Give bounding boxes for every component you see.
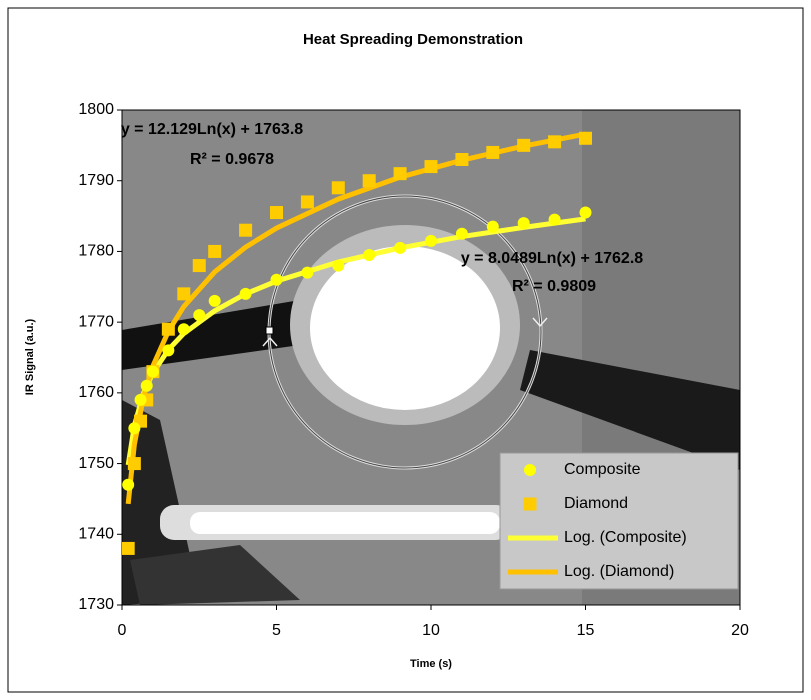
point (208, 244, 222, 258)
y-tick-label: 1730 (78, 596, 114, 613)
legend-label: Log. (Composite) (564, 529, 687, 546)
overlay-marker (265, 326, 274, 335)
plot-marks (122, 131, 592, 555)
legend-swatch (523, 497, 537, 511)
legend-label: Diamond (564, 495, 628, 512)
trend-equation: R² = 0.9809 (512, 278, 596, 295)
point (128, 422, 141, 435)
point (146, 365, 159, 378)
point (177, 323, 190, 336)
legend-swatch (524, 464, 536, 476)
point (517, 138, 531, 152)
y-tick-label: 1740 (78, 526, 114, 543)
point (548, 135, 562, 149)
point (331, 181, 345, 195)
point (192, 259, 206, 273)
point (362, 174, 376, 188)
point (193, 309, 206, 322)
point (122, 541, 135, 555)
x-tick-label: 20 (731, 622, 749, 639)
point (177, 287, 191, 301)
point (425, 234, 437, 247)
point (332, 259, 345, 272)
point (162, 344, 175, 357)
x-tick-label: 15 (577, 622, 595, 639)
point (122, 478, 135, 491)
legend-box (499, 452, 739, 590)
x-tick-label: 5 (272, 622, 281, 639)
point (455, 153, 469, 166)
point (270, 273, 283, 286)
trend-equation: y = 8.0489Ln(x) + 1762.8 (461, 250, 643, 267)
point (301, 266, 314, 279)
point (239, 287, 252, 300)
point (548, 213, 561, 226)
point (517, 217, 530, 230)
point (579, 131, 592, 145)
y-tick-label: 1780 (78, 243, 114, 260)
point (134, 393, 147, 406)
y-tick-label: 1750 (78, 455, 114, 472)
y-tick-label: 1770 (78, 313, 114, 330)
y-tick-label: 1800 (78, 101, 114, 118)
point (486, 220, 499, 233)
point (127, 457, 141, 471)
point (208, 294, 221, 307)
legend-label: Composite (564, 461, 641, 478)
point (270, 206, 283, 220)
point (486, 145, 500, 159)
point (579, 206, 592, 219)
trend-equation: R² = 0.9678 (190, 151, 274, 168)
trend-equation: y = 12.129Ln(x) + 1763.8 (121, 121, 303, 138)
x-tick-label: 10 (422, 622, 440, 639)
legend-label: Log. (Diamond) (564, 563, 674, 580)
y-tick-label: 1760 (78, 384, 114, 401)
overlay-arrow (262, 317, 548, 347)
point (239, 223, 253, 237)
point (424, 160, 438, 174)
point (363, 248, 376, 261)
x-tick-label: 0 (118, 622, 127, 639)
point (300, 195, 314, 209)
point (394, 241, 407, 254)
point (161, 322, 175, 336)
y-axis-label: IR Signal (a.u.) (24, 318, 36, 395)
x-axis-label: Time (s) (410, 658, 452, 670)
chart-title: Heat Spreading Demonstration (303, 31, 523, 48)
point (455, 227, 468, 240)
point (393, 167, 407, 181)
point (140, 379, 153, 392)
y-tick-label: 1790 (78, 172, 114, 189)
